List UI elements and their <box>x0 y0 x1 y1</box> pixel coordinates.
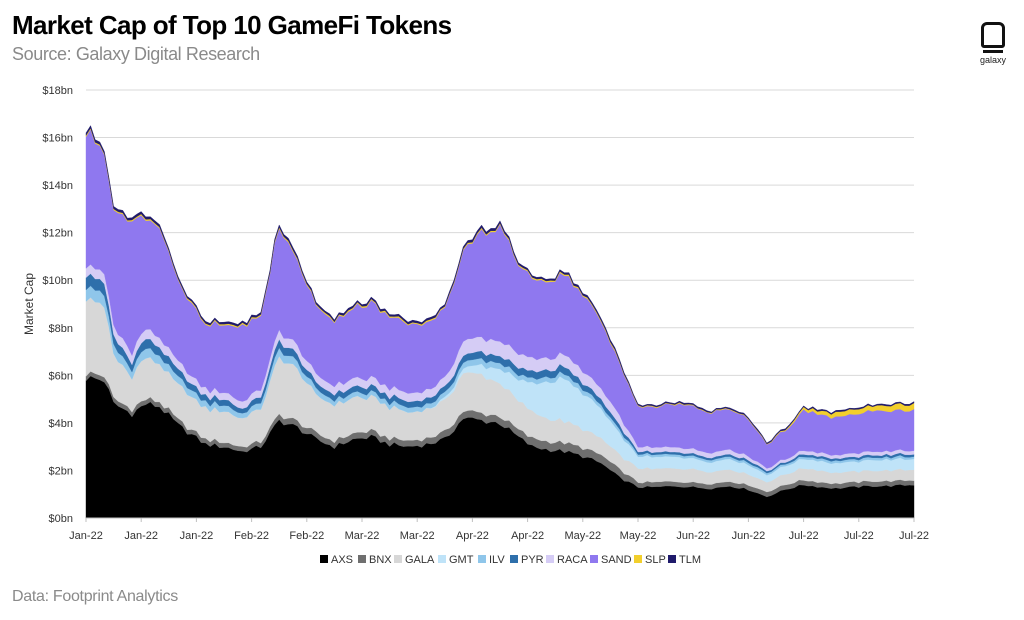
x-tick-label: Jul-22 <box>899 530 929 542</box>
x-tick-label: Feb-22 <box>234 530 269 542</box>
x-tick-label: May-22 <box>564 530 601 542</box>
legend-label: TLM <box>679 554 701 566</box>
x-tick-label: Jul-22 <box>844 530 874 542</box>
chart-title: Market Cap of Top 10 GameFi Tokens <box>12 10 452 40</box>
legend-item-bnx: BNX <box>358 554 392 566</box>
legend-label: GMT <box>449 554 474 566</box>
x-tick-label: Feb-22 <box>289 530 324 542</box>
x-tick-label: Mar-22 <box>345 530 380 542</box>
x-tick-label: Jan-22 <box>124 530 158 542</box>
logo-text: galaxy <box>979 55 1006 65</box>
area-series-group <box>85 125 915 519</box>
legend-label: AXS <box>331 554 353 566</box>
x-tick-label: Jul-22 <box>789 530 819 542</box>
x-tick-label: May-22 <box>620 530 657 542</box>
legend-label: SLP <box>645 554 666 566</box>
legend-item-raca: RACA <box>546 554 588 566</box>
x-tick-label: Jun-22 <box>676 530 710 542</box>
legend-item-ilv: ILV <box>478 554 505 566</box>
legend-swatch <box>590 555 598 563</box>
y-tick-label: $6bn <box>49 370 73 382</box>
x-tick-label: Apr-22 <box>456 530 489 542</box>
y-tick-label: $12bn <box>42 228 73 240</box>
legend-label: SAND <box>601 554 632 566</box>
legend-item-sand: SAND <box>590 554 632 566</box>
y-axis-label: Market Cap <box>22 273 36 335</box>
legend-item-axs: AXS <box>320 554 353 566</box>
area-series-tlm <box>85 125 915 445</box>
galaxy-logo-bar <box>983 50 1003 53</box>
legend-label: RACA <box>557 554 588 566</box>
y-tick-label: $8bn <box>49 323 73 335</box>
chart-subtitle: Source: Galaxy Digital Research <box>12 44 260 64</box>
legend-item-tlm: TLM <box>668 554 701 566</box>
legend-swatch <box>668 555 676 563</box>
legend-swatch <box>634 555 642 563</box>
legend-label: GALA <box>405 554 435 566</box>
legend-label: PYR <box>521 554 544 566</box>
x-tick-label: Jan-22 <box>180 530 214 542</box>
y-tick-label: $2bn <box>49 465 73 477</box>
legend-swatch <box>546 555 554 563</box>
galaxy-logo: galaxy <box>976 22 1010 65</box>
x-tick-label: Mar-22 <box>400 530 435 542</box>
x-tick-label: Jun-22 <box>732 530 766 542</box>
y-tick-label: $4bn <box>49 418 73 430</box>
y-tick-label: $14bn <box>42 180 73 192</box>
galaxy-logo-icon <box>981 22 1005 48</box>
legend-swatch <box>438 555 446 563</box>
legend-swatch <box>320 555 328 563</box>
legend-item-gala: GALA <box>394 554 435 566</box>
legend-label: ILV <box>489 554 505 566</box>
legend-swatch <box>358 555 366 563</box>
legend: AXS BNX GALA GMT ILV PYR RACA SAND SLP TLM <box>320 554 701 566</box>
legend-item-slp: SLP <box>634 554 666 566</box>
y-tick-label: $0bn <box>49 513 73 525</box>
x-tick-label: Jan-22 <box>69 530 103 542</box>
legend-swatch <box>478 555 486 563</box>
legend-item-pyr: PYR <box>510 554 544 566</box>
legend-swatch <box>510 555 518 563</box>
legend-item-gmt: GMT <box>438 554 474 566</box>
legend-swatch <box>394 555 402 563</box>
y-tick-label: $18bn <box>42 85 73 97</box>
legend-label: BNX <box>369 554 392 566</box>
x-tick-label: Apr-22 <box>511 530 544 542</box>
axes: $0bn $2bn $4bn $6bn $8bn $10bn $12bn $14bn $16bn… <box>22 85 929 542</box>
y-tick-label: $10bn <box>42 275 73 287</box>
data-source-footer: Data: Footprint Analytics <box>12 588 178 605</box>
y-tick-label: $16bn <box>42 133 73 145</box>
